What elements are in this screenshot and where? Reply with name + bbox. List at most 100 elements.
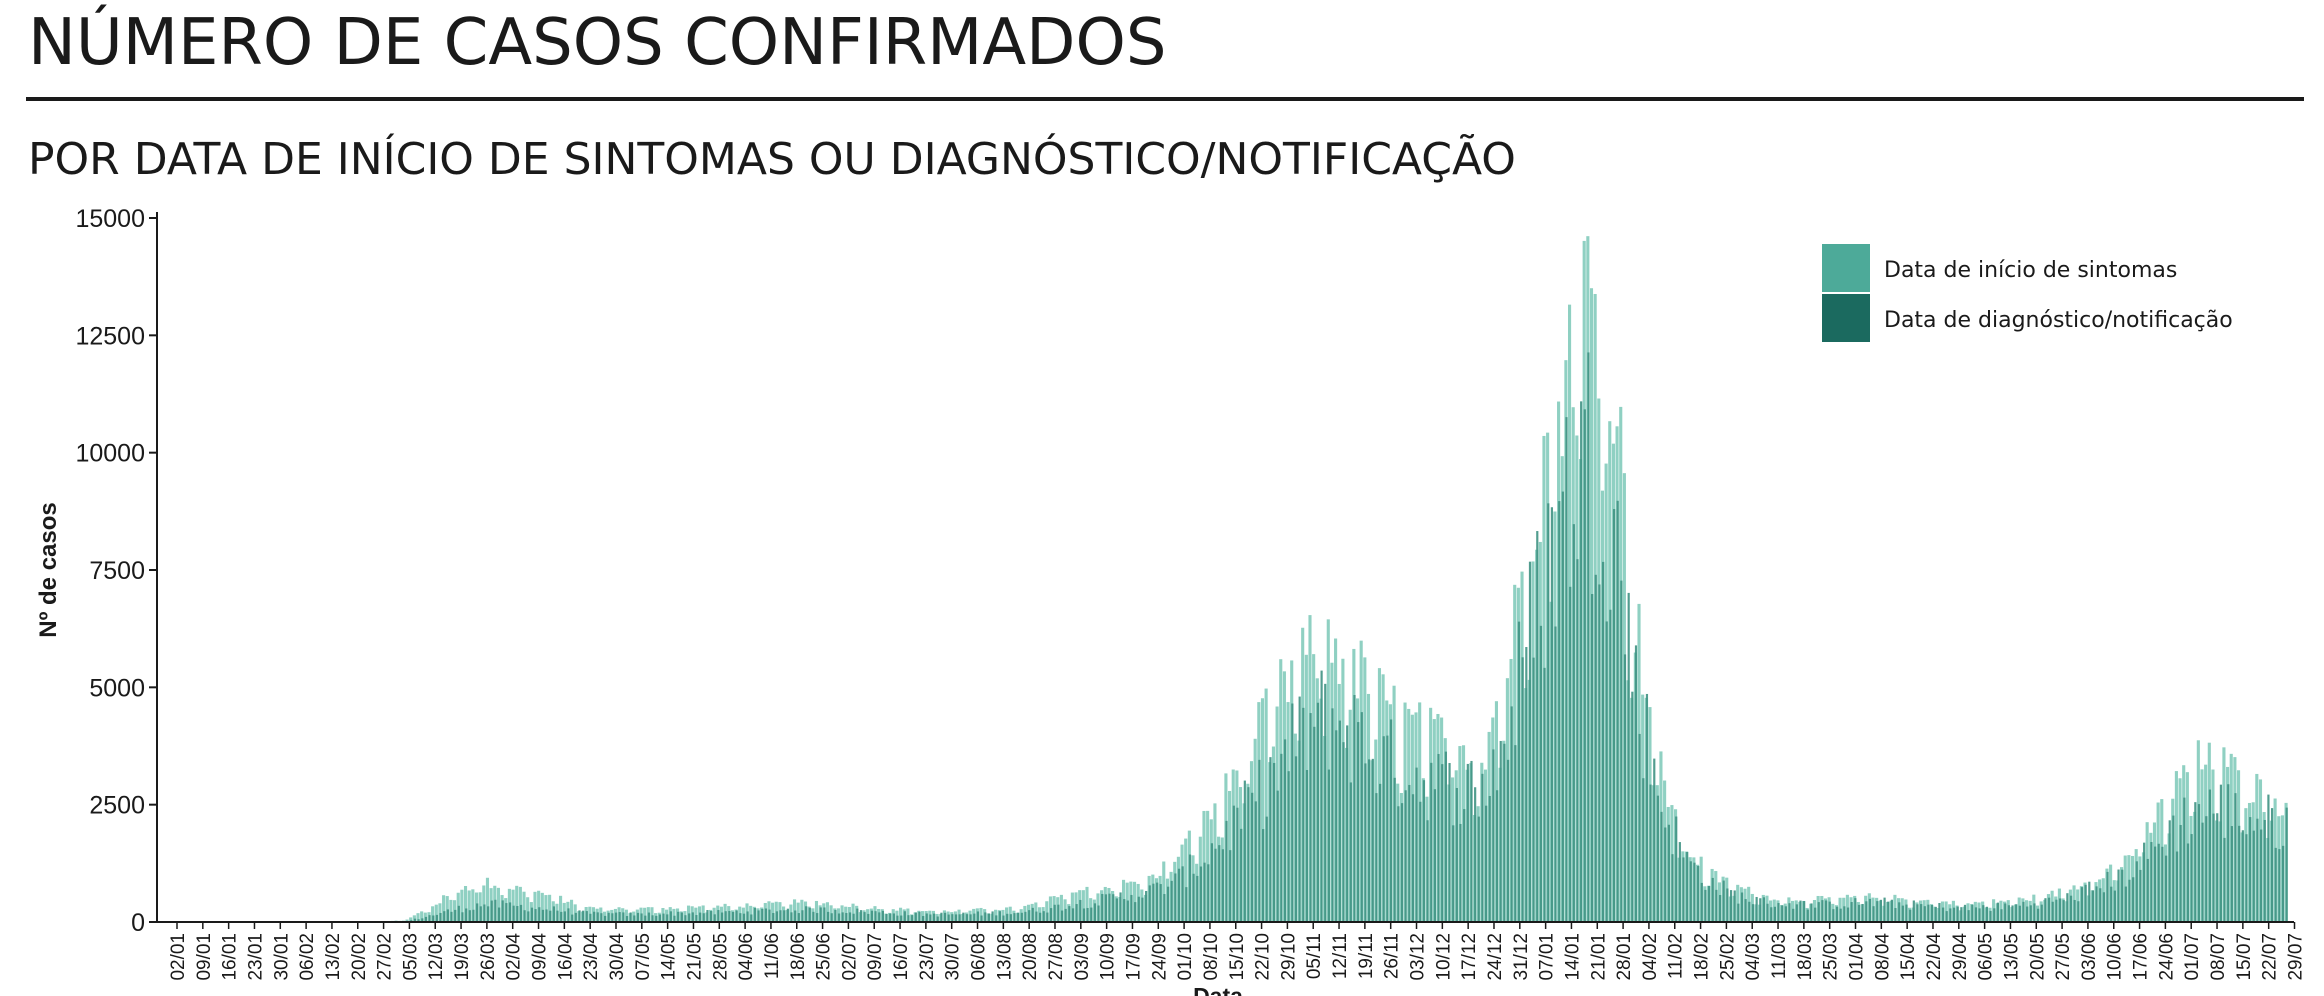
diagnosis-bar [819, 907, 822, 922]
diagnosis-bar [1346, 725, 1349, 922]
diagnosis-bar [801, 910, 804, 922]
diagnosis-bar [1060, 910, 1064, 922]
symptoms-bar [431, 906, 435, 922]
diagnosis-bar [951, 914, 954, 922]
x-tick-label: 22/10 [1253, 933, 1274, 981]
diagnosis-bar [925, 913, 928, 922]
diagnosis-bar [2270, 808, 2274, 922]
diagnosis-bar [1166, 886, 1170, 922]
diagnosis-bar [2088, 881, 2091, 922]
x-tick-label: 03/09 [1072, 933, 1093, 981]
diagnosis-bar [2281, 845, 2285, 922]
diagnosis-bar [969, 914, 972, 922]
diagnosis-bar [1349, 782, 1352, 922]
x-tick-label: 01/07 [2182, 933, 2203, 981]
diagnosis-bar [2095, 886, 2098, 922]
diagnosis-bar [1616, 500, 1619, 922]
diagnosis-bar [680, 912, 683, 922]
diagnosis-bar [797, 913, 800, 922]
symptoms-bar [899, 907, 903, 922]
diagnosis-bar [2062, 900, 2065, 922]
diagnosis-bar [2033, 903, 2036, 922]
diagnosis-bar [1898, 902, 1901, 922]
diagnosis-bar [1565, 417, 1568, 922]
symptoms-bar [1736, 884, 1740, 922]
diagnosis-bar [1821, 900, 1824, 922]
diagnosis-bar [1521, 657, 1524, 922]
x-tick-label: 08/07 [2208, 933, 2229, 981]
diagnosis-bar [1846, 907, 1850, 922]
diagnosis-bar [885, 913, 888, 922]
diagnosis-bar [461, 912, 464, 922]
diagnosis-bar [830, 913, 833, 922]
diagnosis-bar [1952, 907, 1956, 922]
diagnosis-bar [1251, 792, 1254, 922]
symptoms-bar [643, 907, 647, 922]
diagnosis-bar [2227, 784, 2230, 922]
diagnosis-bar [1104, 894, 1108, 922]
symptoms-bar [548, 894, 552, 922]
diagnosis-bar [2132, 877, 2135, 922]
x-tick-label: 13/02 [323, 933, 344, 981]
diagnosis-bar [900, 915, 903, 922]
diagnosis-bar [563, 911, 566, 922]
diagnosis-bar [1528, 561, 1532, 922]
diagnosis-bar [1408, 784, 1411, 922]
x-axis-title: Data [1193, 983, 1243, 996]
diagnosis-bar [1543, 667, 1546, 922]
diagnosis-bar [2201, 822, 2204, 922]
diagnosis-bar [640, 913, 643, 922]
diagnosis-bar [2190, 834, 2193, 922]
diagnosis-bar [1042, 911, 1045, 922]
diagnosis-bar [998, 911, 1001, 922]
symptoms-bar [434, 904, 438, 922]
x-tick-label: 20/08 [1020, 933, 1041, 981]
diagnosis-bar [596, 912, 599, 922]
diagnosis-bar [1028, 910, 1031, 922]
symptoms-bar [2174, 771, 2178, 922]
diagnosis-bar [717, 910, 720, 922]
x-tick-label: 17/12 [1459, 933, 1480, 981]
y-tick-label: 7500 [89, 557, 145, 585]
symptoms-bar [749, 905, 753, 922]
diagnosis-bar [1960, 907, 1963, 922]
x-tick-label: 05/03 [400, 933, 421, 981]
diagnosis-bar [2252, 830, 2255, 922]
symptoms-bar [1085, 886, 1089, 922]
x-tick-label: 12/03 [426, 933, 447, 981]
x-tick-label: 30/01 [271, 933, 292, 981]
diagnosis-bar [1225, 820, 1228, 922]
diagnosis-bar [889, 913, 892, 922]
diagnosis-bar [1071, 908, 1075, 922]
diagnosis-bar [914, 912, 917, 922]
diagnosis-bar [1265, 816, 1268, 922]
diagnosis-bar [834, 909, 837, 922]
diagnosis-bar [2073, 899, 2076, 922]
diagnosis-bar [1784, 906, 1787, 922]
diagnosis-bar [1931, 905, 1934, 922]
diagnosis-bar [1740, 892, 1744, 922]
diagnosis-bar [2161, 846, 2164, 922]
diagnosis-bar [1188, 854, 1192, 922]
diagnosis-bar [1068, 906, 1071, 922]
diagnosis-bar [1576, 559, 1579, 922]
x-tick-label: 10/06 [2105, 933, 2126, 981]
x-tick-label: 02/01 [168, 933, 189, 981]
diagnosis-bar [618, 912, 621, 922]
diagnosis-bar [2146, 858, 2149, 922]
diagnosis-bar [1623, 654, 1627, 922]
diagnosis-bar [1485, 805, 1488, 922]
diagnosis-bar [1759, 898, 1762, 922]
x-tick-label: 27/02 [375, 933, 396, 981]
x-tick-label: 28/05 [710, 933, 731, 981]
symptoms-bar [796, 902, 800, 922]
diagnosis-bar [1035, 911, 1038, 922]
diagnosis-bar [2051, 901, 2054, 922]
diagnosis-bar [1057, 904, 1060, 922]
diagnosis-bar [673, 915, 676, 922]
x-tick-label: 18/06 [788, 933, 809, 981]
symptoms-bar [467, 890, 471, 922]
diagnosis-bar [2110, 886, 2113, 922]
diagnosis-bar [710, 911, 713, 922]
